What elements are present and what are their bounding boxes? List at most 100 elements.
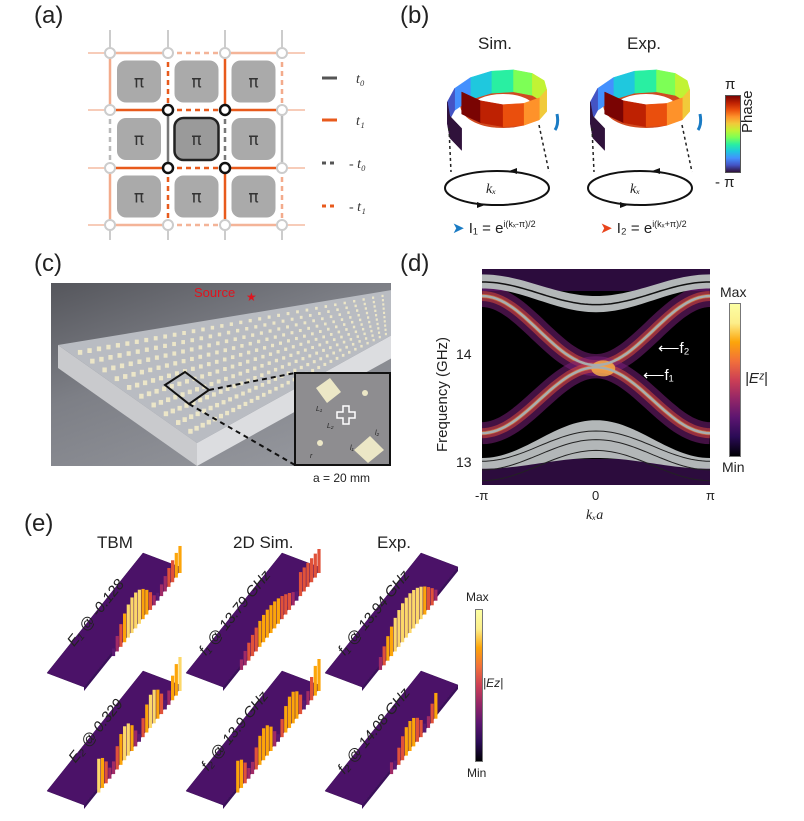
pillar [172,351,177,356]
site [161,161,175,175]
pillar [177,381,182,387]
pillar [144,347,149,352]
legend-label: t₁ [356,114,365,129]
field-bar [310,558,314,583]
pi-cell-symbol: π [191,130,201,150]
field-bar [415,587,419,624]
pillar [384,328,387,331]
pillar [294,323,298,327]
slab-end-face [58,345,197,466]
pillar [189,347,194,352]
field-bar [419,720,423,738]
inset-label: r [310,453,313,460]
pillar [356,309,359,312]
pillar [150,378,156,383]
field-bar [126,604,130,638]
pillar [267,380,271,384]
pillar [162,386,167,392]
pillar [144,337,149,343]
lattice-constant: a = 20 mm [313,471,371,485]
pillar [146,357,151,362]
field-bar [250,761,255,775]
pi-cell-symbol: π [248,188,258,208]
pillar [214,359,219,364]
field-bar [171,675,175,701]
pillar [329,315,333,319]
site [276,47,288,59]
pillar [198,345,203,350]
field-bar [287,696,292,728]
pillar [282,333,286,337]
field-bar [265,725,269,756]
field-bar [287,592,292,610]
pillar [373,305,376,308]
field-bar [141,718,145,738]
pillar [384,332,387,336]
exp-title: Exp. [627,34,662,53]
pillar [177,405,182,411]
arrow-left-icon: ⟵ [658,340,680,357]
field-bar [250,634,255,657]
field-bar [269,605,273,633]
pillar [303,348,307,352]
pillar [319,357,323,361]
pillar [253,357,257,361]
field-bar [408,721,412,751]
field-bar [152,689,156,724]
pillar [236,328,240,333]
field-bar [123,613,127,643]
field-bar [104,761,108,784]
pillar [254,348,259,352]
pillar [372,296,375,299]
pillar [364,337,368,340]
pi-cell-symbol: π [191,188,201,208]
ez-colorbar [729,303,741,457]
pillar [139,369,144,375]
pillar [245,327,249,331]
site [162,219,174,231]
sim-ring-segment [449,115,462,152]
pillar [322,335,325,339]
colorbar-max-label: Max [720,284,747,300]
pillar [210,325,215,330]
pillar [173,394,178,400]
pillar [169,384,174,389]
pillar [382,303,385,306]
ytick-13: 13 [456,454,472,470]
pillar [374,314,378,317]
pillar [324,322,327,326]
pillar [282,356,286,360]
pillar [370,329,373,333]
field-bar [130,725,134,751]
field-bar [298,694,303,715]
dashed-guide [681,124,693,173]
pillar [329,346,332,350]
field-bar [276,598,280,624]
pi-cell-symbol: π [134,73,144,93]
pillar [238,362,242,366]
pi-cell [117,60,161,103]
pillar [311,368,315,373]
e-colorbar [475,609,483,762]
pillar [240,344,244,348]
pillar [247,388,252,393]
pillar [354,330,358,334]
field-bar [265,609,269,638]
pillar [332,338,336,342]
column-title-exp: Exp. [377,533,412,552]
kx-loop [444,170,550,206]
pillar [243,401,248,407]
field-bar [243,762,247,784]
pillar [329,359,333,363]
pillar [318,330,322,333]
field-bar [163,576,167,592]
pillar [253,376,257,380]
pillar [382,311,386,315]
field-bar [284,706,288,733]
field-bar [258,620,262,647]
phase-colorbar [725,95,741,173]
zoom-guide [188,403,296,466]
pillar [106,344,111,350]
